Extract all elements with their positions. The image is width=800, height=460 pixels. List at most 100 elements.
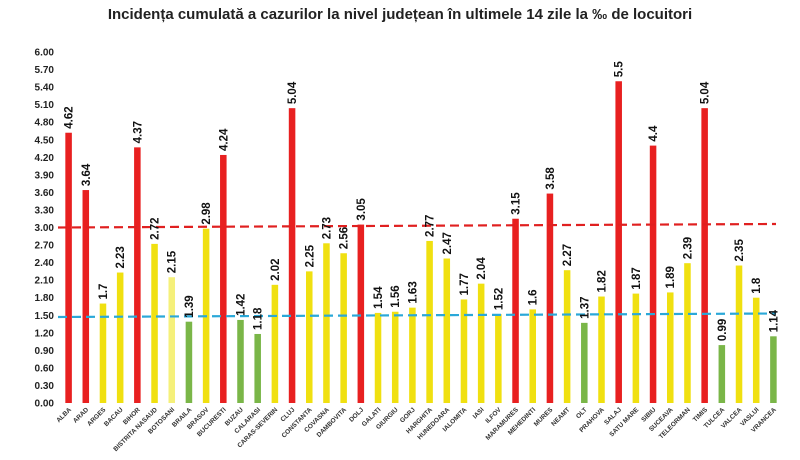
data-label: 1.37: [579, 296, 591, 318]
bar: [718, 345, 726, 403]
y-tick-label: 1.50: [35, 311, 55, 322]
data-label: 2.98: [201, 202, 213, 225]
data-label: 0.99: [717, 319, 729, 341]
bar: [271, 284, 279, 403]
chart-title: Incidența cumulată a cazurilor la nivel …: [107, 6, 693, 23]
bar: [99, 303, 107, 403]
y-tick-label: 3.30: [35, 205, 55, 216]
bar: [65, 132, 72, 404]
data-label: 3.64: [81, 163, 93, 186]
bar: [770, 336, 777, 403]
bar: [649, 145, 657, 403]
bar: [237, 319, 244, 403]
data-label: 1.63: [407, 281, 419, 303]
bar: [82, 190, 90, 403]
bar: [323, 243, 330, 403]
data-label: 2.02: [270, 258, 282, 280]
y-tick-label: 3.90: [35, 170, 55, 181]
y-tick-label: 3.00: [35, 223, 55, 234]
y-tick-label: 2.70: [35, 241, 55, 252]
data-label: 3.58: [545, 167, 557, 190]
data-label: 1.89: [665, 266, 677, 288]
data-label: 2.04: [476, 257, 488, 280]
data-label: 3.05: [356, 198, 368, 221]
bar: [598, 296, 605, 403]
reference-lines: [57, 222, 777, 319]
bar: [546, 193, 554, 403]
value-labels: 4.62 3.64 1.7 2.23 4.37 2.72 2.15 1.39 2.98 4.24 1…: [64, 61, 781, 341]
bar: [512, 218, 519, 403]
x-tick-label: TELEORMAN: [658, 406, 692, 440]
bars-group: [65, 81, 777, 404]
y-tick-label: 5.40: [35, 83, 55, 94]
bar: [666, 292, 674, 403]
bar: [529, 309, 537, 403]
bar: [116, 272, 124, 403]
bar: [151, 243, 158, 403]
data-label: 1.8: [751, 277, 763, 294]
x-tick-label: IASI: [472, 406, 486, 420]
x-tick-label: OLT: [575, 406, 589, 420]
data-label: 1.54: [373, 286, 385, 309]
reference-line: [57, 312, 777, 319]
data-label: 2.39: [682, 237, 694, 259]
y-tick-label: 4.80: [35, 118, 55, 129]
y-tick-label: 4.20: [35, 153, 55, 164]
data-label: 2.72: [150, 217, 162, 239]
bar: [495, 314, 502, 403]
data-label: 4.37: [132, 121, 144, 143]
data-label: 1.87: [631, 267, 643, 289]
bar: [632, 293, 640, 403]
y-tick-label: 0.60: [35, 363, 55, 374]
y-tick-label: 1.80: [35, 293, 55, 304]
data-label: 2.35: [734, 239, 746, 262]
bar: [391, 311, 399, 403]
bar: [752, 297, 760, 403]
data-label: 3.15: [511, 192, 523, 215]
y-tick-label: 4.50: [35, 135, 55, 146]
data-label: 1.42: [236, 294, 248, 316]
bar: [426, 240, 433, 403]
bar: [357, 224, 365, 403]
bar: [460, 299, 468, 403]
y-tick-label: 1.20: [35, 328, 55, 339]
reference-line: [57, 222, 777, 229]
data-label: 1.7: [98, 284, 110, 300]
data-label: 1.6: [528, 289, 540, 305]
x-tick-label: NEAMT: [550, 406, 571, 427]
data-label: 1.82: [597, 270, 609, 292]
y-tick-label: 0.00: [35, 399, 55, 410]
y-tick-label: 5.10: [35, 100, 55, 111]
data-label: 5.5: [614, 61, 626, 78]
y-axis: 0.00 0.30 0.60 0.90 1.20 1.50 1.80 2.10 2.40 2.70…: [35, 48, 55, 410]
y-tick-label: 5.70: [35, 65, 55, 76]
y-tick-label: 3.60: [35, 188, 55, 199]
data-label: 2.27: [562, 244, 574, 266]
bar: [185, 321, 193, 403]
y-tick-label: 6.00: [35, 48, 55, 59]
data-label: 5.04: [700, 81, 712, 104]
data-label: 4.4: [648, 125, 660, 142]
bar: [305, 271, 313, 403]
bar: [563, 270, 571, 403]
data-label: 2.25: [304, 244, 316, 267]
y-tick-label: 0.30: [35, 381, 55, 392]
bar: [615, 81, 622, 403]
bar: [684, 263, 691, 403]
data-label: 2.77: [425, 215, 437, 237]
bar: [443, 258, 451, 403]
bar: [288, 108, 296, 403]
x-tick-label: ALBA: [55, 406, 73, 424]
data-label: 4.24: [218, 128, 230, 151]
data-label: 2.47: [442, 232, 454, 254]
bar: [374, 312, 382, 403]
data-label: 1.56: [390, 285, 402, 307]
y-tick-label: 2.40: [35, 258, 55, 269]
data-label: 1.18: [253, 307, 265, 330]
data-label: 1.52: [493, 288, 505, 310]
y-tick-label: 2.10: [35, 276, 55, 287]
data-label: 1.14: [768, 309, 780, 332]
bar: [581, 322, 588, 403]
x-tick-label: BACAU: [103, 406, 125, 428]
